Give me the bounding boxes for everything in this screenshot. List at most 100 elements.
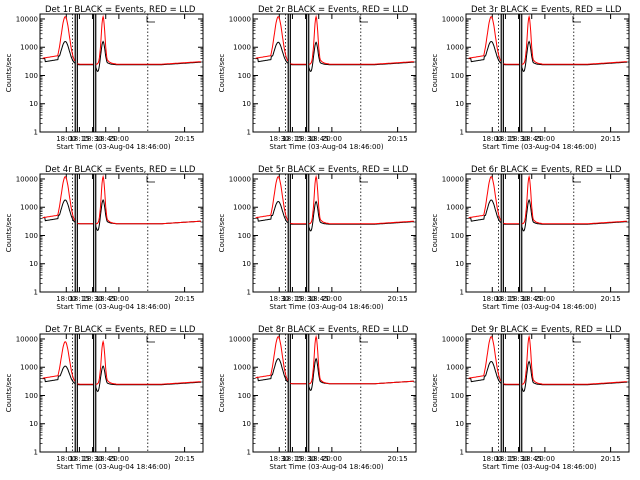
plot-frame [252, 333, 417, 453]
x-tick-label: 18:15 [282, 135, 302, 143]
x-axis-label: Start Time (03-Aug-04 18:46:00) [482, 463, 596, 471]
x-tick-label: 18:15 [69, 455, 89, 463]
x-tick-label: 20:00 [322, 135, 342, 143]
x-tick-label: 18:15 [69, 135, 89, 143]
plot-frame [465, 333, 630, 453]
x-tick-label: 20:00 [322, 295, 342, 303]
series-line-red [468, 14, 627, 65]
series-line-red [255, 174, 414, 225]
y-axis-label: Counts/sec [5, 374, 13, 413]
x-tick-label: 18:45 [522, 295, 542, 303]
x-tick-label: 18:45 [522, 455, 542, 463]
panel-title: Det 7r BLACK = Events, RED = LLD [45, 325, 196, 335]
x-tick-label: 18:15 [69, 295, 89, 303]
x-tick-label: 18:45 [522, 135, 542, 143]
x-tick-label: 18:00 [482, 295, 502, 303]
plot-frame [465, 173, 630, 293]
legend-bracket-icon [146, 336, 155, 343]
x-axis-label: Start Time (03-Aug-04 18:46:00) [56, 143, 170, 151]
x-tick-label: 20:00 [109, 295, 129, 303]
x-axis-label: Start Time (03-Aug-04 18:46:00) [482, 303, 596, 311]
plot-frame [465, 13, 630, 133]
x-tick-label: 18:45 [309, 295, 329, 303]
y-tick-label: 10000 [229, 335, 251, 343]
y-tick-label: 10 [455, 100, 464, 108]
x-tick-label: 18:45 [96, 455, 116, 463]
series-line-black [42, 365, 201, 393]
plot-frame [39, 333, 204, 453]
series-line-red [468, 174, 627, 225]
x-tick-label: 18:00 [56, 295, 76, 303]
x-tick-label: 20:15 [175, 295, 195, 303]
x-tick-label: 20:00 [109, 135, 129, 143]
y-tick-label: 1 [34, 289, 38, 297]
x-tick-label: 18:30 [82, 455, 102, 463]
x-axis-label: Start Time (03-Aug-04 18:46:00) [482, 143, 596, 151]
x-tick-label: 18:15 [282, 295, 302, 303]
y-axis-label: Counts/sec [218, 374, 226, 413]
x-tick-label: 18:00 [56, 135, 76, 143]
y-tick-label: 10 [242, 420, 251, 428]
y-tick-label: 10000 [442, 15, 464, 23]
chart-panel-6: Det 6r BLACK = Events, RED = LLD 1 10 100 10… [431, 165, 630, 311]
legend-bracket-icon [572, 176, 581, 183]
plot-frame [39, 13, 204, 133]
chart-panel-8: Det 8r BLACK = Events, RED = LLD 1 10 100 10… [218, 325, 417, 471]
series-line-red [42, 14, 201, 65]
chart-panel-1: Det 1r BLACK = Events, RED = LLD 1 10 100 10… [5, 5, 204, 151]
legend-bracket-icon [359, 16, 368, 23]
y-tick-label: 100 [238, 232, 251, 240]
y-tick-label: 1000 [446, 204, 464, 212]
y-tick-label: 100 [25, 72, 38, 80]
y-tick-label: 1000 [20, 204, 38, 212]
y-tick-label: 10000 [229, 15, 251, 23]
plot-frame [39, 173, 204, 293]
x-axis-label: Start Time (03-Aug-04 18:46:00) [269, 303, 383, 311]
panel-title: Det 2r BLACK = Events, RED = LLD [258, 5, 409, 15]
series-line-black [255, 41, 414, 73]
y-tick-label: 10 [29, 260, 38, 268]
x-tick-label: 18:00 [482, 135, 502, 143]
y-tick-label: 1 [247, 129, 251, 137]
chart-panel-7: Det 7r BLACK = Events, RED = LLD 1 10 100 10… [5, 325, 204, 471]
y-tick-label: 10 [29, 420, 38, 428]
x-axis-label: Start Time (03-Aug-04 18:46:00) [56, 463, 170, 471]
y-tick-label: 10000 [16, 175, 38, 183]
legend-bracket-icon [146, 176, 155, 183]
y-tick-label: 100 [25, 392, 38, 400]
y-axis-label: Counts/sec [431, 374, 439, 413]
y-tick-label: 1 [460, 129, 464, 137]
y-tick-label: 1000 [446, 364, 464, 372]
x-tick-label: 18:00 [482, 455, 502, 463]
y-tick-label: 1 [247, 449, 251, 457]
y-tick-label: 10 [455, 420, 464, 428]
chart-panel-2: Det 2r BLACK = Events, RED = LLD 1 10 100 10… [218, 5, 417, 151]
x-tick-label: 18:30 [269, 135, 289, 143]
x-tick-label: 18:45 [96, 295, 116, 303]
y-axis-label: Counts/sec [218, 214, 226, 253]
y-tick-label: 100 [451, 72, 464, 80]
x-tick-label: 20:15 [601, 135, 621, 143]
y-tick-label: 100 [451, 232, 464, 240]
series-line-red [255, 334, 414, 385]
legend-bracket-icon [572, 16, 581, 23]
panel-title: Det 9r BLACK = Events, RED = LLD [471, 325, 622, 335]
panel-title: Det 1r BLACK = Events, RED = LLD [45, 5, 196, 15]
x-tick-label: 18:30 [295, 295, 315, 303]
legend-bracket-icon [146, 16, 155, 23]
x-tick-label: 20:00 [535, 135, 555, 143]
x-tick-label: 18:30 [269, 455, 289, 463]
y-axis-label: Counts/sec [431, 214, 439, 253]
series-line-red [468, 334, 627, 385]
panel-title: Det 4r BLACK = Events, RED = LLD [45, 165, 196, 175]
y-tick-label: 1 [460, 449, 464, 457]
y-tick-label: 10000 [229, 175, 251, 183]
series-line-black [255, 357, 414, 392]
x-tick-label: 20:00 [535, 295, 555, 303]
y-axis-label: Counts/sec [218, 54, 226, 93]
x-tick-label: 18:00 [56, 455, 76, 463]
panel-title: Det 5r BLACK = Events, RED = LLD [258, 165, 409, 175]
y-tick-label: 1 [34, 449, 38, 457]
series-line-black [42, 40, 201, 73]
x-tick-label: 18:15 [495, 455, 515, 463]
